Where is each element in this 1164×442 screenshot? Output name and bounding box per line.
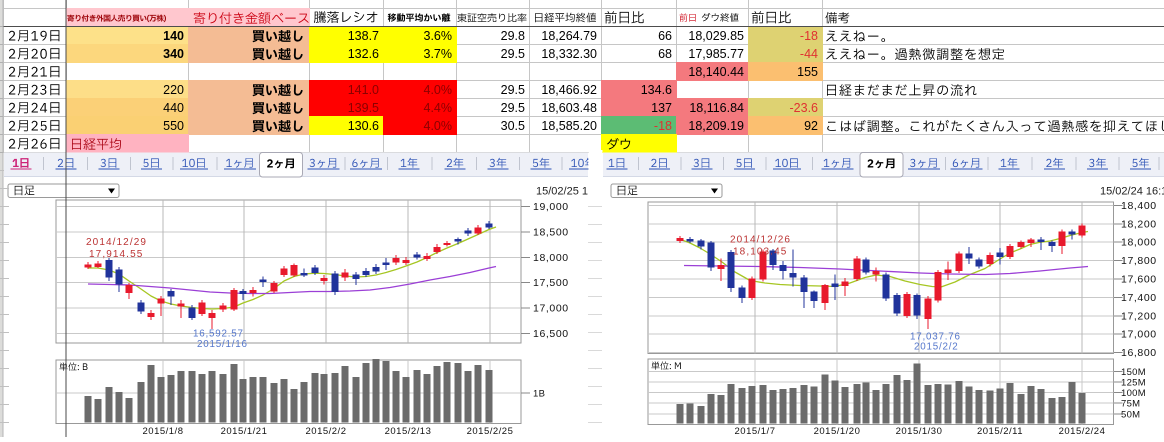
svg-text:29.5: 29.5 — [501, 47, 525, 61]
svg-text:125M: 125M — [1121, 378, 1146, 389]
svg-text:2015/1/20: 2015/1/20 — [814, 426, 861, 437]
svg-text:16,500: 16,500 — [533, 328, 569, 340]
svg-text:140: 140 — [163, 29, 184, 43]
svg-text:15/02/25 1: 15/02/25 1 — [536, 186, 588, 198]
svg-text:15/02/24 16:1: 15/02/24 16:1 — [1100, 186, 1164, 198]
svg-text:75M: 75M — [1121, 399, 1140, 410]
svg-text:132.6: 132.6 — [348, 47, 379, 61]
svg-text:4.0%: 4.0% — [424, 83, 453, 97]
svg-text:29.8: 29.8 — [501, 29, 525, 43]
svg-text:220: 220 — [163, 83, 184, 97]
svg-text:18,000: 18,000 — [1121, 237, 1157, 249]
svg-text:134.6: 134.6 — [641, 83, 672, 97]
svg-text:17,500: 17,500 — [533, 277, 569, 289]
svg-text:-23.6: -23.6 — [790, 101, 819, 115]
svg-text:18,103.45: 18,103.45 — [733, 247, 787, 258]
svg-text:18,209.19: 18,209.19 — [688, 119, 744, 133]
svg-text:139.5: 139.5 — [348, 101, 379, 115]
svg-text:2015/1/7: 2015/1/7 — [735, 426, 776, 437]
svg-text:-18: -18 — [800, 29, 818, 43]
svg-text:66: 66 — [658, 29, 672, 43]
svg-text:17,000: 17,000 — [1121, 329, 1157, 341]
svg-text:3.6%: 3.6% — [424, 29, 453, 43]
svg-text:2014/12/26: 2014/12/26 — [730, 235, 791, 246]
svg-text:2015/1/30: 2015/1/30 — [896, 426, 943, 437]
svg-text:17,800: 17,800 — [1121, 255, 1157, 267]
svg-text:-18: -18 — [654, 119, 672, 133]
svg-text:18,116.84: 18,116.84 — [689, 101, 744, 115]
svg-text:150M: 150M — [1121, 367, 1146, 378]
svg-text:2015/2/25: 2015/2/25 — [467, 426, 514, 437]
svg-text:18,200: 18,200 — [1121, 218, 1157, 230]
svg-text:18,140.44: 18,140.44 — [688, 65, 744, 79]
svg-text:340: 340 — [163, 47, 184, 61]
svg-text:29.5: 29.5 — [501, 101, 525, 115]
svg-text:29.5: 29.5 — [501, 83, 525, 97]
svg-text:18,029.85: 18,029.85 — [688, 29, 744, 43]
svg-text:68: 68 — [658, 47, 672, 61]
svg-text:18,500: 18,500 — [533, 226, 569, 238]
svg-text:141.0: 141.0 — [348, 83, 379, 97]
svg-text:16,800: 16,800 — [1121, 347, 1157, 359]
svg-text:18,585.20: 18,585.20 — [541, 119, 597, 133]
svg-text:3.7%: 3.7% — [424, 47, 453, 61]
svg-text:17,037.76: 17,037.76 — [910, 332, 961, 343]
svg-text:18,000: 18,000 — [533, 252, 569, 264]
svg-text:2015/1/16: 2015/1/16 — [197, 339, 248, 350]
svg-text:17,000: 17,000 — [533, 303, 569, 315]
svg-text:2015/2/11: 2015/2/11 — [977, 426, 1023, 437]
svg-text:4.0%: 4.0% — [424, 119, 453, 133]
svg-text:155: 155 — [797, 65, 818, 79]
svg-text:50M: 50M — [1121, 410, 1140, 421]
svg-text:2015/1/8: 2015/1/8 — [143, 426, 184, 437]
svg-text:16,592.57: 16,592.57 — [193, 329, 244, 340]
svg-text:550: 550 — [163, 119, 184, 133]
svg-text:2015/2/2: 2015/2/2 — [914, 342, 959, 353]
svg-text:92: 92 — [804, 119, 818, 133]
svg-text:17,985.77: 17,985.77 — [688, 47, 744, 61]
svg-text:100M: 100M — [1121, 388, 1146, 399]
svg-text:18,400: 18,400 — [1121, 200, 1157, 212]
svg-text:18,332.30: 18,332.30 — [541, 47, 597, 61]
svg-text:137: 137 — [651, 101, 672, 115]
svg-text:17,914.55: 17,914.55 — [89, 249, 143, 260]
svg-text:18,264.79: 18,264.79 — [541, 29, 597, 43]
svg-text:30.5: 30.5 — [501, 119, 525, 133]
svg-text:2015/1/21: 2015/1/21 — [221, 426, 268, 437]
svg-text:1B: 1B — [533, 389, 545, 400]
svg-text:-44: -44 — [800, 47, 818, 61]
svg-text:17,200: 17,200 — [1121, 310, 1157, 322]
svg-text:130.6: 130.6 — [348, 119, 379, 133]
svg-text:4.4%: 4.4% — [424, 101, 453, 115]
svg-text:17,600: 17,600 — [1121, 274, 1157, 286]
svg-text:138.7: 138.7 — [348, 29, 379, 43]
svg-text:17,400: 17,400 — [1121, 292, 1157, 304]
svg-text:18,603.48: 18,603.48 — [541, 101, 597, 115]
svg-text:2014/12/29: 2014/12/29 — [86, 237, 147, 248]
svg-text:18,466.92: 18,466.92 — [541, 83, 597, 97]
svg-text:2015/2/13: 2015/2/13 — [385, 426, 432, 437]
svg-text:19,000: 19,000 — [533, 201, 569, 213]
svg-text:2015/2/24: 2015/2/24 — [1059, 426, 1106, 437]
svg-text:2015/2/2: 2015/2/2 — [306, 426, 347, 437]
svg-text:440: 440 — [163, 101, 184, 115]
